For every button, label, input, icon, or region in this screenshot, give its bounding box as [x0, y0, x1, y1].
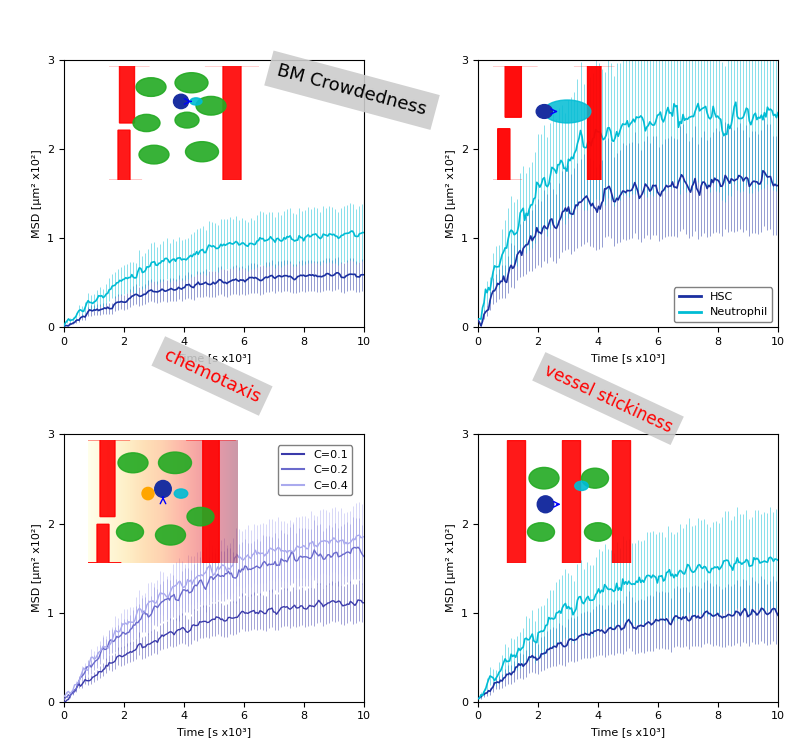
X-axis label: Time [s x10³]: Time [s x10³] — [177, 727, 251, 737]
Y-axis label: MSD [μm² x10²]: MSD [μm² x10²] — [31, 150, 42, 238]
Legend: HSC, Neutrophil: HSC, Neutrophil — [674, 287, 773, 322]
Y-axis label: MSD [μm² x10²]: MSD [μm² x10²] — [31, 523, 42, 612]
Y-axis label: MSD [μm² x10²]: MSD [μm² x10²] — [446, 150, 455, 238]
Legend: C=0.1, C=0.2, C=0.4: C=0.1, C=0.2, C=0.4 — [278, 445, 353, 496]
X-axis label: Time [s x10³]: Time [s x10³] — [177, 353, 251, 362]
X-axis label: Time [s x10³]: Time [s x10³] — [591, 727, 665, 737]
Text: chemotaxis: chemotaxis — [161, 346, 263, 406]
X-axis label: Time [s x10³]: Time [s x10³] — [591, 353, 665, 362]
Text: BM Crowdedness: BM Crowdedness — [275, 62, 429, 119]
Text: vessel stickiness: vessel stickiness — [541, 361, 675, 436]
Y-axis label: MSD [μm² x10²]: MSD [μm² x10²] — [446, 523, 455, 612]
